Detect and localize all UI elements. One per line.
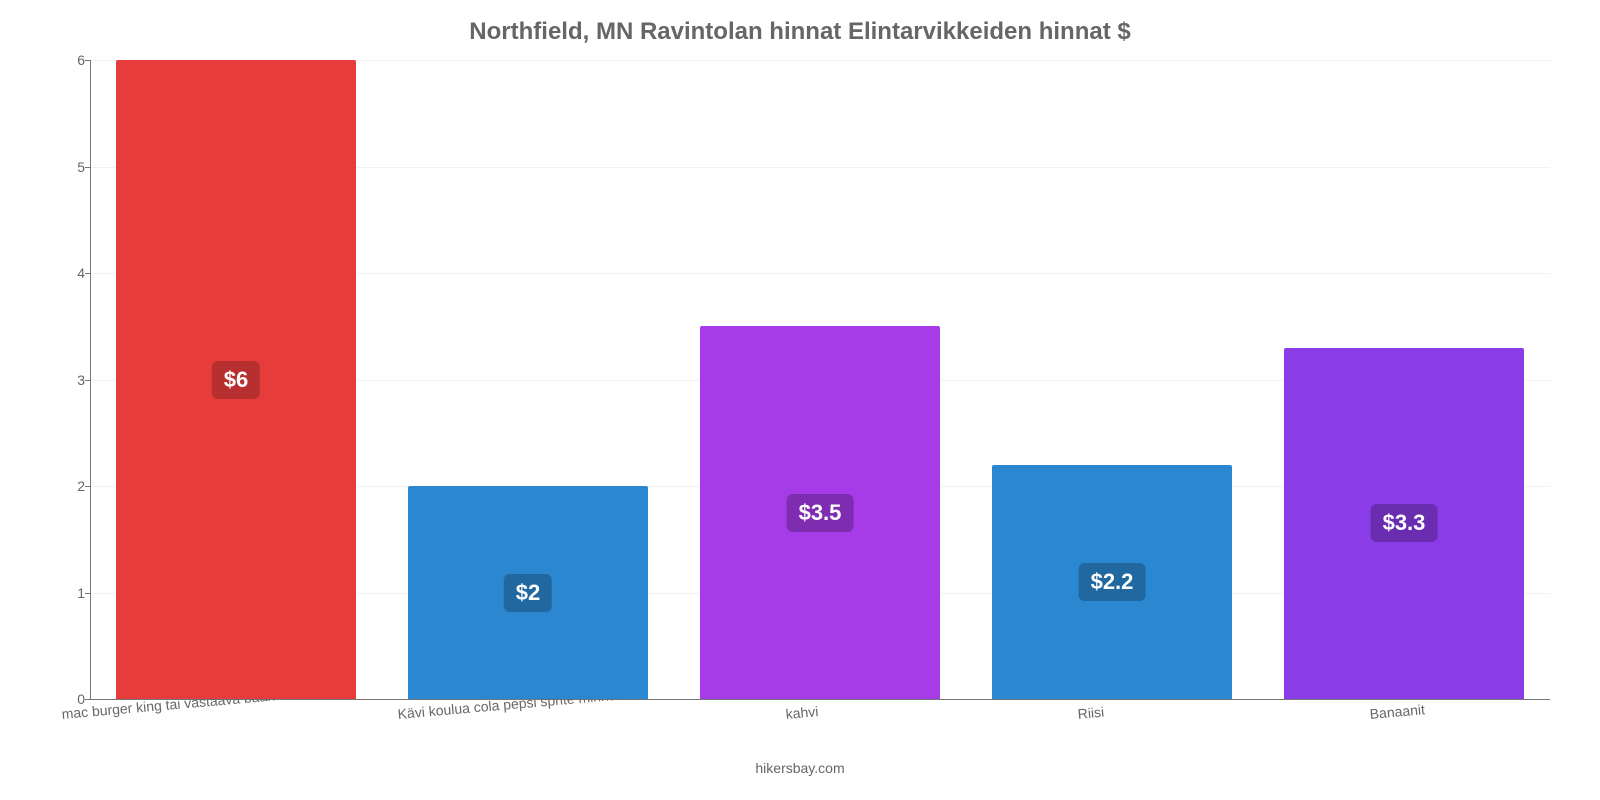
bar-slot: $2 xyxy=(382,60,674,699)
y-tick-label: 6 xyxy=(60,52,85,68)
x-tick-label: Riisi xyxy=(1077,704,1105,722)
x-axis-labels: mac burger king tai vastaava baariKävi k… xyxy=(90,700,1550,760)
x-tick-label: kahvi xyxy=(785,703,819,722)
x-tick-label: Banaanit xyxy=(1369,701,1425,722)
bar-value-label: $6 xyxy=(212,361,260,399)
bar: $3.5 xyxy=(700,326,939,699)
bar-value-label: $2 xyxy=(504,574,552,612)
bar: $3.3 xyxy=(1284,348,1523,699)
bar: $6 xyxy=(116,60,355,699)
y-axis xyxy=(90,60,91,699)
y-tick-label: 2 xyxy=(60,478,85,494)
bar-slot: $2.2 xyxy=(966,60,1258,699)
bar-value-label: $3.3 xyxy=(1371,504,1438,542)
bar-slot: $6 xyxy=(90,60,382,699)
bar-value-label: $3.5 xyxy=(787,494,854,532)
bar: $2 xyxy=(408,486,647,699)
price-bar-chart: Northfield, MN Ravintolan hinnat Elintar… xyxy=(0,0,1600,800)
bar-slot: $3.5 xyxy=(674,60,966,699)
bars-container: $6 $2 $3.5 $2.2 $3.3 xyxy=(90,60,1550,699)
chart-caption: hikersbay.com xyxy=(30,760,1570,776)
bar-value-label: $2.2 xyxy=(1079,563,1146,601)
plot-area: $6$2$3.5$2.2$3.3 0123456 xyxy=(90,60,1550,700)
bar: $2.2 xyxy=(992,465,1231,699)
y-tick-label: 4 xyxy=(60,265,85,281)
y-tick-label: 3 xyxy=(60,372,85,388)
y-tick-label: 5 xyxy=(60,159,85,175)
bar-slot: $3.3 xyxy=(1258,60,1550,699)
chart-title: Northfield, MN Ravintolan hinnat Elintar… xyxy=(30,18,1570,46)
y-tick-label: 1 xyxy=(60,585,85,601)
